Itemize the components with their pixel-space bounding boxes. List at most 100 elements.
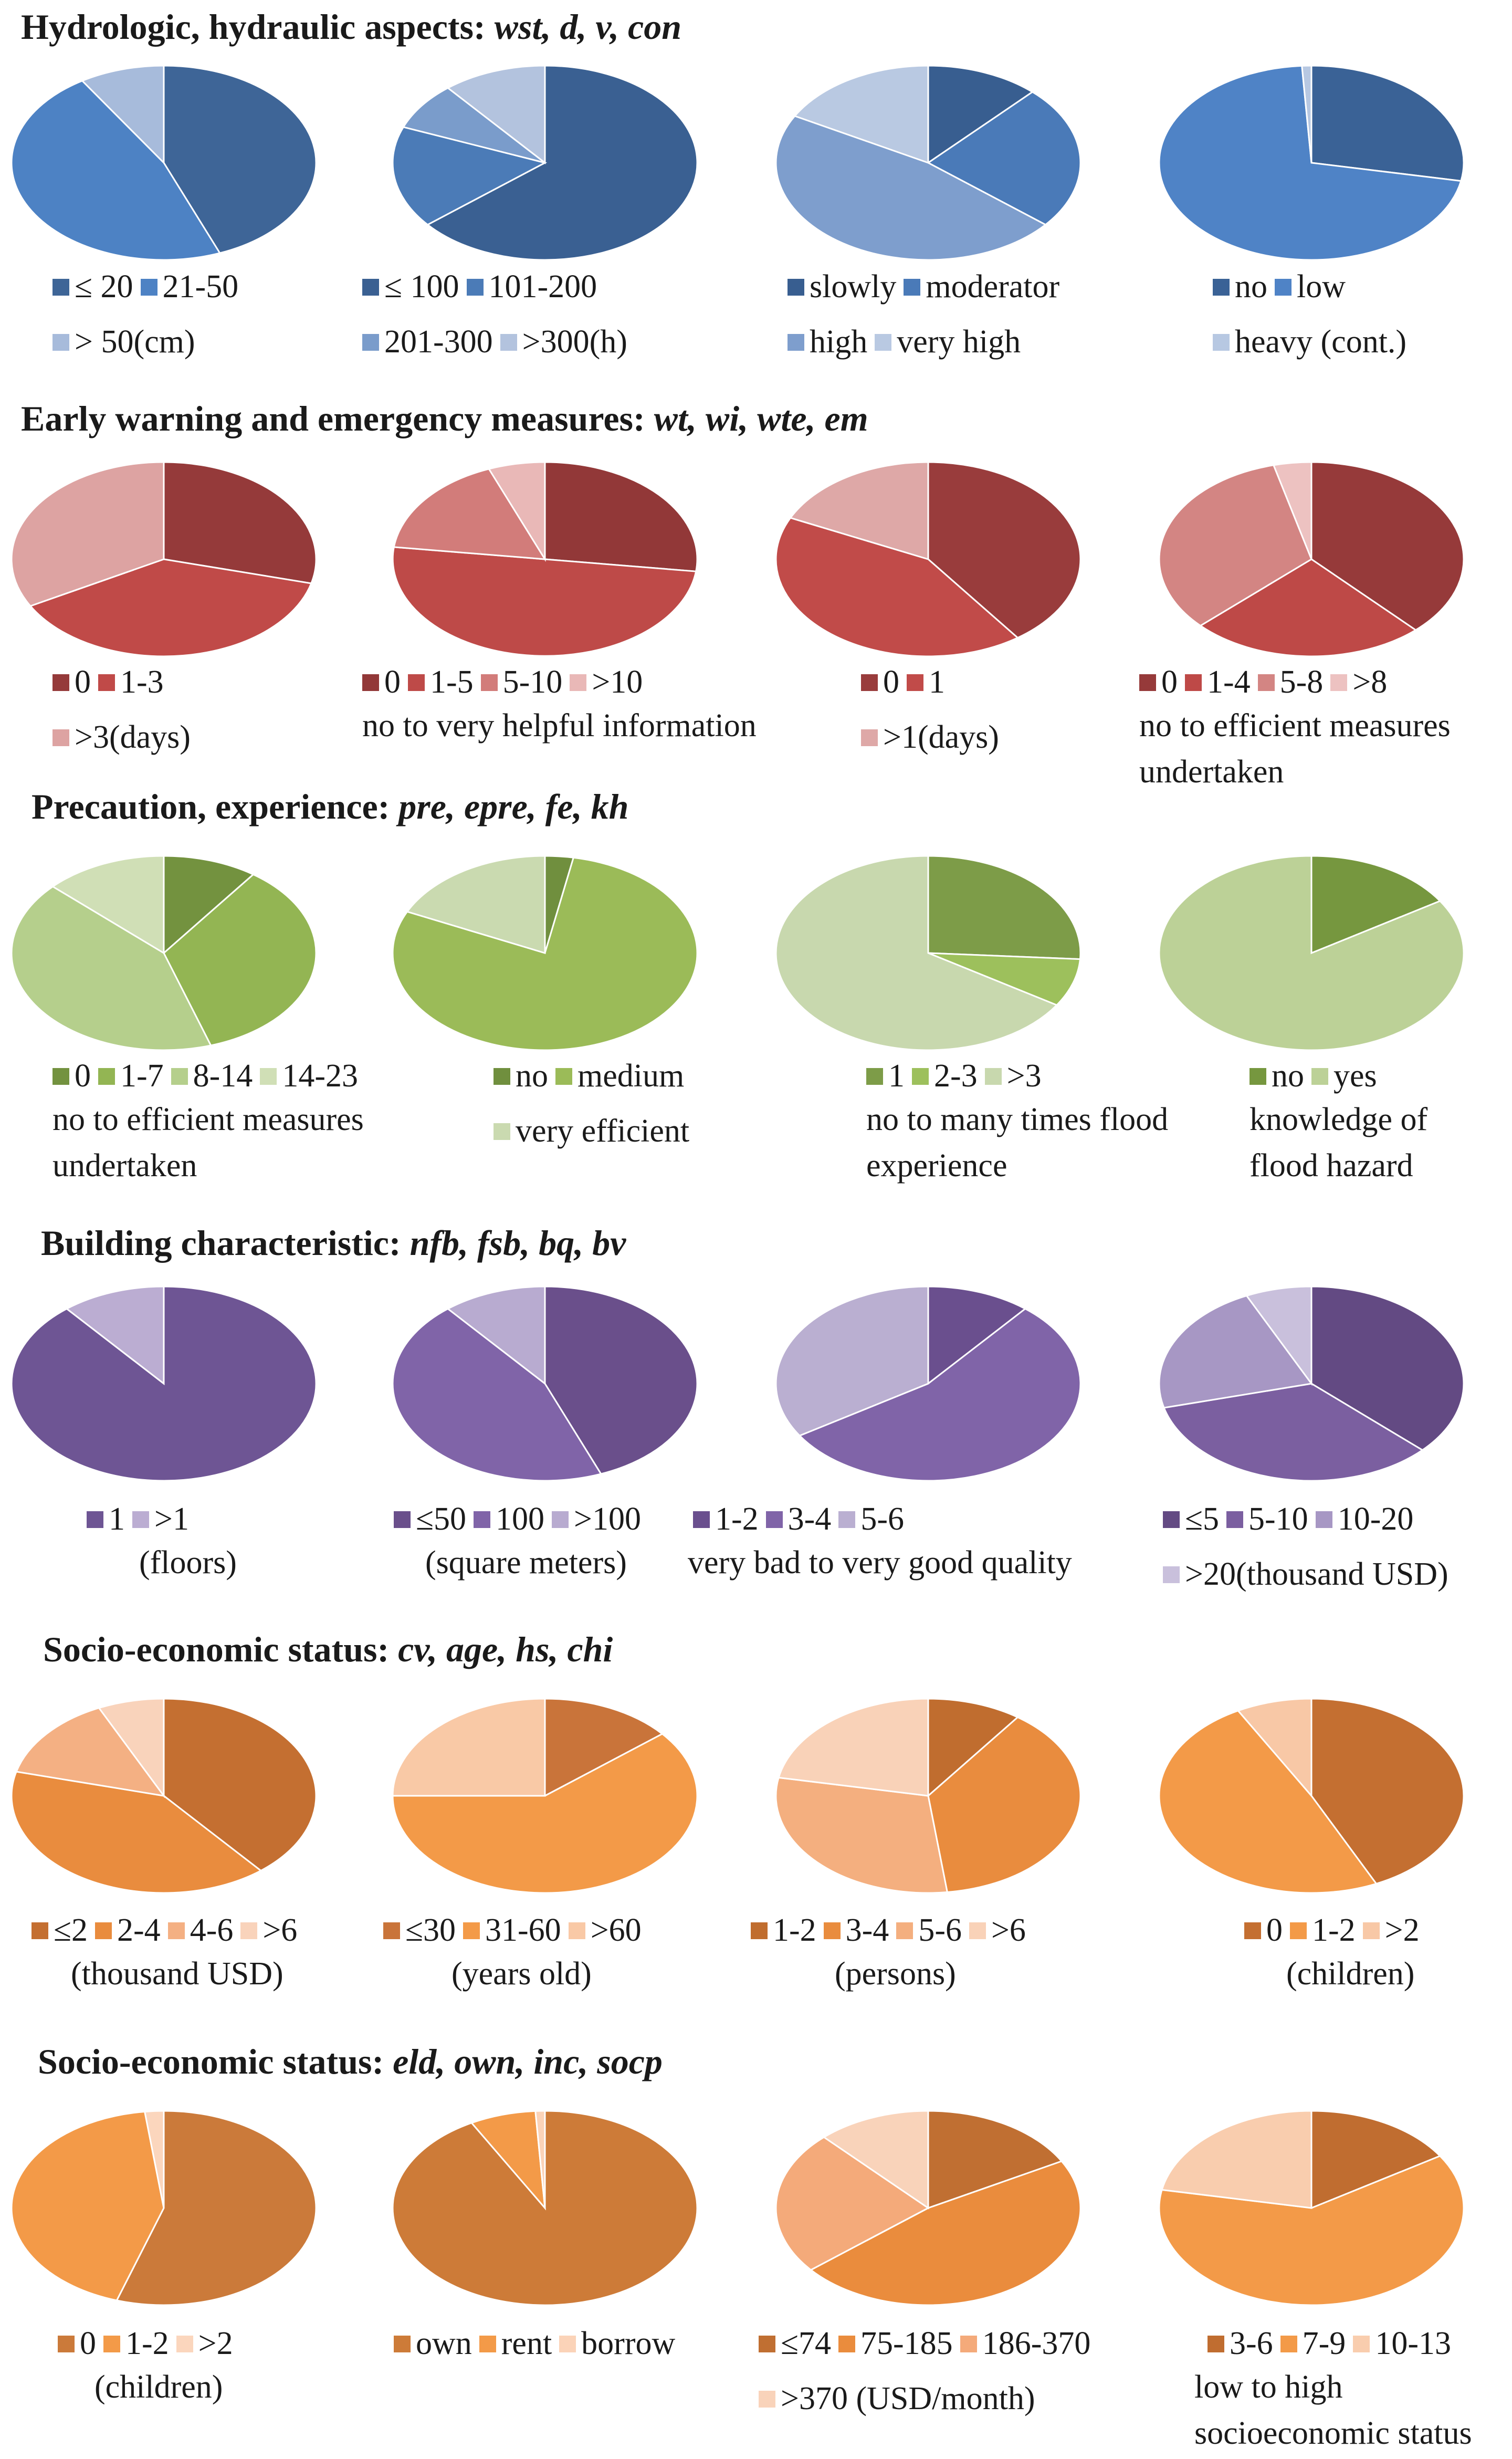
legend-label: 1-2 bbox=[125, 2326, 169, 2361]
pie-slice-bq-0 bbox=[927, 1285, 1027, 1386]
legend-item: 0 bbox=[52, 1060, 91, 1092]
legend-item: no bbox=[494, 1060, 548, 1092]
legend-note: experience bbox=[866, 1148, 1007, 1184]
legend-item: 1-2 bbox=[1290, 1914, 1356, 1947]
legend-swatch bbox=[98, 674, 115, 691]
legend-label: borrow bbox=[581, 2326, 676, 2361]
pie-svg bbox=[1158, 2110, 1465, 2306]
legend-swatch bbox=[167, 1922, 185, 1939]
legend-swatch bbox=[480, 674, 498, 691]
legend-note: (square meters) bbox=[425, 1545, 627, 1581]
legend-swatch bbox=[907, 674, 923, 691]
legend-item: > 50(cm) bbox=[52, 326, 195, 358]
legend-label: 3-4 bbox=[845, 1912, 889, 1948]
legend-label: 10-20 bbox=[1337, 1501, 1414, 1537]
legend-label: 0 bbox=[1161, 664, 1178, 700]
pie-chart-fsb bbox=[387, 1281, 702, 1489]
section-title: Precaution, experience: pre, epre, fe, k… bbox=[32, 787, 629, 826]
legend-swatch bbox=[759, 2336, 775, 2352]
pie-svg bbox=[775, 1698, 1082, 1894]
legend-item: 3-6 bbox=[1208, 2327, 1273, 2360]
legend-label: low bbox=[1297, 269, 1346, 305]
legend-label: >1 bbox=[154, 1501, 189, 1537]
pie-slice-bv-2 bbox=[1158, 1294, 1313, 1409]
pie-chart-inc bbox=[771, 2106, 1086, 2313]
legend-swatch bbox=[103, 2336, 120, 2352]
legend-swatch bbox=[394, 2336, 411, 2352]
legend-item: 5-6 bbox=[838, 1503, 904, 1535]
legend-note: socioeconomic status bbox=[1194, 2415, 1472, 2451]
pie-svg bbox=[775, 65, 1082, 261]
pie-chart-d bbox=[387, 60, 702, 268]
pie-chart-bv bbox=[1154, 1281, 1469, 1489]
legend-row: ≤ 100 101-200 bbox=[362, 270, 604, 303]
legend-label: no bbox=[1235, 269, 1267, 305]
pie-chart-age bbox=[387, 1693, 702, 1901]
pie-slice-inc-2 bbox=[775, 2136, 930, 2271]
legend-swatch bbox=[500, 334, 517, 351]
legend-row: >370 (USD/month) bbox=[759, 2382, 1042, 2415]
pie-slice-inc-3 bbox=[822, 2110, 929, 2210]
legend-item: 0 bbox=[1244, 1914, 1283, 1947]
legend-item: 5-8 bbox=[1257, 666, 1323, 698]
pie-slice-fe-1 bbox=[928, 952, 1082, 1006]
legend-row: 0 1-4 5-8 >8 bbox=[1139, 666, 1394, 698]
legend-item: 10-20 bbox=[1315, 1501, 1414, 1537]
legend-item: ≤ 100 bbox=[362, 270, 459, 303]
legend-swatch bbox=[32, 1922, 48, 1939]
legend-swatch bbox=[362, 334, 379, 351]
pie-slice-epre-1 bbox=[392, 856, 698, 1051]
legend-label: ≤50 bbox=[416, 1501, 467, 1537]
legend-label: 10-13 bbox=[1375, 2326, 1451, 2361]
legend-label: 101-200 bbox=[488, 269, 597, 305]
legend-item: >1(days) bbox=[861, 721, 999, 754]
legend-item: 21-50 bbox=[140, 270, 238, 303]
legend-label: ≤2 bbox=[54, 1912, 88, 1948]
legend-item: >100 bbox=[552, 1503, 641, 1535]
pie-slice-d-1 bbox=[392, 126, 548, 226]
pie-slice-fsb-0 bbox=[544, 1285, 698, 1475]
legend-item: 7-9 bbox=[1280, 2327, 1346, 2360]
legend-swatch bbox=[52, 334, 69, 351]
pie-slice-wst-1 bbox=[10, 80, 222, 261]
legend-swatch bbox=[362, 279, 379, 296]
legend-row: ≤30 31-60 >60 bbox=[383, 1914, 649, 1947]
legend-swatch bbox=[1185, 674, 1202, 691]
pie-slice-hs-1 bbox=[927, 1716, 1082, 1893]
legend-item: 3-4 bbox=[823, 1912, 889, 1948]
pie-slice-kh-0 bbox=[1310, 855, 1442, 955]
pie-slice-pre-3 bbox=[51, 855, 165, 955]
pie-slice-wte-0 bbox=[927, 461, 1082, 639]
legend-item: 3-4 bbox=[765, 1503, 831, 1535]
legend-swatch bbox=[1275, 279, 1292, 296]
legend-swatch bbox=[570, 674, 587, 691]
legend-swatch bbox=[904, 279, 921, 296]
legend-item: 100 bbox=[474, 1503, 544, 1535]
legend-item: >3 bbox=[984, 1060, 1042, 1092]
legend-label: moderator bbox=[926, 269, 1060, 305]
legend-item: ≤50 bbox=[394, 1503, 466, 1535]
legend-label: ≤30 bbox=[405, 1912, 456, 1948]
pie-chart-eld bbox=[6, 2106, 321, 2313]
legend-swatch bbox=[788, 334, 804, 351]
legend-swatch bbox=[463, 1922, 480, 1939]
legend-label: 7-9 bbox=[1302, 2326, 1346, 2361]
pie-slice-em-0 bbox=[1310, 461, 1465, 631]
pie-slice-age-2 bbox=[392, 1698, 546, 1797]
legend-row: 0 1-2 >2 bbox=[58, 2327, 240, 2360]
legend-item: >300(h) bbox=[500, 326, 627, 358]
legend-row: ≤2 2-4 4-6 >6 bbox=[32, 1914, 304, 1947]
pie-chart-wt bbox=[6, 457, 321, 664]
legend-swatch bbox=[479, 2336, 496, 2352]
legend-label: no bbox=[1272, 1058, 1304, 1094]
legend-label: 0 bbox=[75, 1058, 91, 1094]
pie-slice-bq-2 bbox=[775, 1285, 929, 1437]
legend-item: ≤2 bbox=[32, 1914, 88, 1947]
legend-item: 101-200 bbox=[466, 269, 597, 305]
legend-row: 1-2 3-4 5-6 bbox=[693, 1503, 911, 1535]
pie-svg bbox=[1158, 461, 1465, 657]
legend-swatch bbox=[171, 1068, 188, 1085]
pie-svg bbox=[1158, 65, 1465, 261]
legend-note: undertaken bbox=[1139, 754, 1284, 790]
